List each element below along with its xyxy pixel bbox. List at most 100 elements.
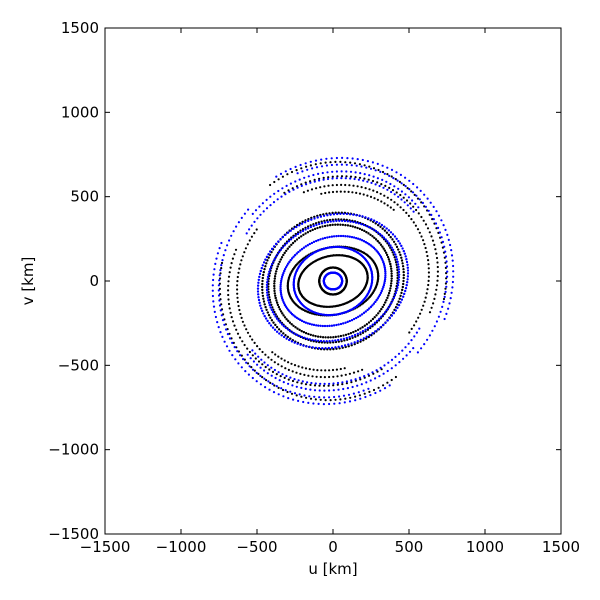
uv-point xyxy=(445,280,448,283)
uv-track xyxy=(256,212,410,350)
uv-point xyxy=(303,336,306,339)
uv-point xyxy=(306,168,309,171)
uv-point xyxy=(317,324,320,327)
uv-point xyxy=(335,156,338,160)
uv-point xyxy=(248,365,251,368)
uv-point xyxy=(349,170,353,173)
uv-point xyxy=(252,360,255,363)
uv-point xyxy=(431,329,434,332)
uv-point xyxy=(385,309,388,312)
uv-point xyxy=(438,231,441,234)
uv-point xyxy=(361,215,364,218)
uv-point xyxy=(390,378,393,382)
uv-point xyxy=(344,235,347,238)
uv-point xyxy=(305,183,308,186)
uv-point xyxy=(243,343,246,347)
uv-point xyxy=(349,332,352,335)
uv-point xyxy=(362,223,366,227)
uv-point xyxy=(273,361,276,364)
uv-point xyxy=(255,371,258,374)
uv-point xyxy=(308,395,311,398)
uv-point xyxy=(315,375,318,378)
uv-point xyxy=(302,246,305,249)
uv-point xyxy=(331,177,334,180)
uv-point xyxy=(335,313,338,316)
uv-point xyxy=(279,258,282,261)
uv-point xyxy=(401,349,404,352)
uv-point xyxy=(310,216,313,219)
uv-point xyxy=(387,258,390,261)
uv-point xyxy=(283,376,286,379)
uv-point xyxy=(266,296,269,299)
uv-point xyxy=(245,232,248,235)
uv-point xyxy=(250,235,253,238)
uv-point xyxy=(354,333,357,337)
uv-point xyxy=(435,210,438,213)
uv-point xyxy=(245,361,248,364)
uv-point xyxy=(304,226,307,229)
uv-point xyxy=(255,228,258,231)
uv-point xyxy=(345,163,348,166)
uv-point xyxy=(408,188,411,191)
uv-point xyxy=(315,222,318,225)
uv-point xyxy=(333,245,336,249)
uv-point xyxy=(276,253,279,256)
uv-point xyxy=(345,175,348,178)
uv-point xyxy=(269,195,272,198)
uv-point xyxy=(294,315,297,318)
uv-point xyxy=(216,321,219,324)
uv-point xyxy=(215,257,218,260)
uv-point xyxy=(397,276,401,279)
uv-point xyxy=(237,304,240,308)
uv-point xyxy=(300,395,303,398)
uv-point xyxy=(217,284,220,287)
uv-point xyxy=(295,385,298,388)
uv-point xyxy=(361,239,364,242)
uv-point xyxy=(227,275,231,278)
uv-point xyxy=(444,282,447,285)
uv-point xyxy=(397,270,401,274)
uv-point xyxy=(408,350,412,353)
uv-point xyxy=(376,251,379,254)
uv-point xyxy=(450,291,453,294)
uv-point xyxy=(255,380,258,383)
uv-point xyxy=(297,286,300,289)
uv-point xyxy=(311,228,314,231)
uv-point xyxy=(277,263,280,266)
uv-point xyxy=(236,284,239,287)
uv-point xyxy=(281,297,284,300)
uv-point xyxy=(280,279,283,282)
uv-point xyxy=(295,225,298,229)
uv-point xyxy=(343,246,346,249)
uv-point xyxy=(263,315,266,318)
uv-point xyxy=(284,193,287,196)
uv-point xyxy=(307,374,310,377)
uv-point xyxy=(214,315,217,319)
uv-point xyxy=(398,180,401,183)
uv-point xyxy=(287,319,290,322)
uv-point xyxy=(328,389,331,392)
uv-point xyxy=(258,275,261,278)
uv-point xyxy=(230,234,233,237)
uv-point xyxy=(406,275,409,278)
uv-point xyxy=(243,324,246,327)
uv-point xyxy=(424,223,428,226)
uv-point xyxy=(284,305,288,308)
uv-point xyxy=(412,182,415,186)
uv-point xyxy=(233,253,236,256)
uv-point xyxy=(401,285,404,289)
uv-point xyxy=(275,242,278,245)
uv-point xyxy=(314,159,318,162)
uv-point xyxy=(400,291,403,294)
uv-point xyxy=(261,202,264,205)
uv-point xyxy=(335,183,338,187)
uv-point xyxy=(351,157,354,160)
uv-point xyxy=(265,288,269,292)
uv-track xyxy=(283,175,439,314)
uv-point xyxy=(331,346,334,349)
uv-point xyxy=(269,324,273,327)
uv-point xyxy=(352,331,355,334)
uv-point xyxy=(392,253,395,256)
uv-point xyxy=(260,267,263,270)
uv-track xyxy=(275,156,455,321)
